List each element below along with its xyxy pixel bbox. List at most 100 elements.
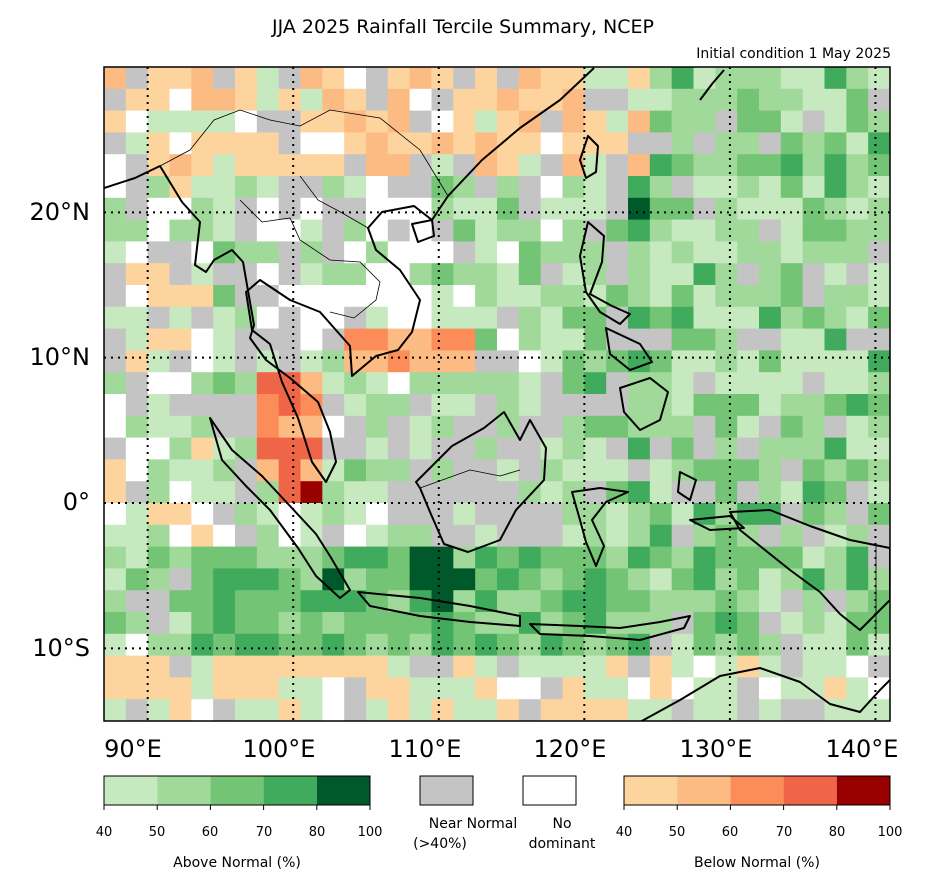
grid-cell	[518, 524, 542, 548]
ryukyu-coastline	[699, 69, 725, 101]
grid-cell	[824, 67, 847, 90]
grid-cell	[125, 699, 149, 721]
grid-cell	[628, 88, 651, 112]
grid-cell	[300, 328, 323, 351]
grid-cell	[169, 197, 192, 221]
grid-cell	[344, 415, 367, 439]
grid-cell	[693, 612, 716, 635]
grid-cell	[147, 328, 171, 351]
grid-cell	[366, 306, 389, 330]
grid-cell	[649, 306, 673, 330]
grid-cell	[278, 415, 302, 439]
grid-cell	[649, 110, 673, 133]
grid-cell	[213, 285, 236, 308]
grid-cell	[366, 67, 389, 90]
grid-cell	[256, 132, 280, 155]
grid-cell	[278, 306, 302, 330]
grid-cell	[715, 328, 738, 351]
grid-cell	[737, 110, 760, 133]
grid-cell	[518, 546, 542, 569]
grid-cell	[344, 350, 367, 373]
grid-cell	[824, 263, 847, 286]
grid-cell	[431, 481, 454, 504]
grid-cell	[322, 481, 345, 504]
grid-cell	[780, 306, 804, 330]
grid-cell	[846, 677, 869, 700]
grid-cell	[387, 546, 411, 569]
grid-cell	[300, 88, 323, 112]
grid-cell	[540, 263, 564, 286]
grid-cell	[737, 677, 760, 700]
grid-cell	[497, 263, 520, 286]
grid-cell	[475, 633, 498, 657]
grid-cell	[235, 110, 258, 133]
grid-cell	[540, 110, 564, 133]
grid-cell	[475, 132, 498, 155]
grid-cell	[737, 655, 760, 678]
grid-cell	[453, 590, 476, 613]
grid-cell	[387, 350, 411, 373]
grid-cell	[409, 459, 433, 482]
grid-cell	[693, 110, 716, 133]
grid-cell	[759, 503, 782, 526]
grid-cell	[169, 655, 192, 678]
grid-cell	[344, 633, 367, 657]
grid-cell	[780, 633, 804, 657]
grid-cell	[147, 372, 171, 395]
grid-cell	[649, 481, 673, 504]
grid-cell	[715, 285, 738, 308]
grid-cell	[802, 285, 826, 308]
lesser-sunda-coastline	[529, 615, 691, 641]
grid-cell	[518, 132, 542, 155]
grid-cell	[737, 481, 760, 504]
grid-cell	[453, 655, 476, 678]
grid-cell	[584, 306, 607, 330]
grid-cell	[125, 568, 149, 591]
grid-cell	[125, 110, 149, 133]
grid-cell	[715, 241, 738, 264]
grid-cell	[802, 350, 826, 373]
grid-cell	[147, 67, 171, 90]
grid-cell	[344, 437, 367, 460]
grid-cell	[475, 350, 498, 373]
grid-cell	[780, 219, 804, 242]
map-frame	[103, 66, 891, 722]
grid-cell	[846, 372, 869, 395]
grid-cell	[344, 241, 367, 264]
grid-cell	[125, 612, 149, 635]
grid-cell	[780, 677, 804, 700]
grid-cell	[868, 176, 890, 199]
grid-cell	[868, 633, 890, 657]
grid-cell	[518, 154, 542, 177]
grid-cell	[693, 176, 716, 199]
grid-cell	[606, 110, 629, 133]
lon-label-120e: 120°E	[533, 735, 607, 763]
grid-cell	[868, 306, 890, 330]
grid-cell	[693, 503, 716, 526]
near-normal-swatch	[419, 775, 474, 806]
grid-cell	[169, 481, 192, 504]
grid-cell	[518, 372, 542, 395]
above-tick: 80	[308, 825, 326, 840]
grid-cell	[475, 677, 498, 700]
grid-cell	[169, 612, 192, 635]
grid-cell	[344, 176, 367, 199]
grid-cell	[802, 481, 826, 504]
grid-cell	[540, 328, 564, 351]
grid-cell	[759, 568, 782, 591]
grid-cell	[322, 590, 345, 613]
grid-cell	[715, 546, 738, 569]
grid-cell	[322, 459, 345, 482]
grid-cell	[191, 306, 214, 330]
grid-cell	[191, 590, 214, 613]
grid-cell	[584, 176, 607, 199]
grid-cell	[453, 612, 476, 635]
grid-cell	[759, 197, 782, 221]
grid-cell	[409, 437, 433, 460]
grid-cell	[256, 67, 280, 90]
grid-cell	[693, 459, 716, 482]
grid-cell	[256, 546, 280, 569]
grid-cell	[453, 328, 476, 351]
java-coastline	[357, 591, 521, 627]
